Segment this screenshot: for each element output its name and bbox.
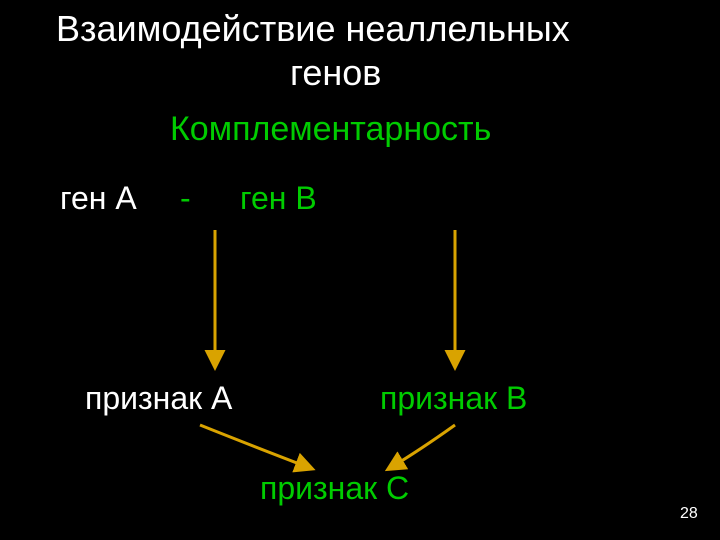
arrow-trait-a-to-trait-c	[200, 425, 310, 468]
gene-b-label: ген В	[240, 180, 317, 217]
gene-a-dash: -	[180, 180, 191, 217]
page-number: 28	[680, 505, 698, 523]
subtitle: Комплементарность	[170, 110, 491, 149]
title-line1: Взаимодействие неаллельных	[56, 8, 570, 50]
gene-a-label: ген А	[60, 180, 137, 217]
title-line2: генов	[290, 52, 381, 94]
trait-c-label: признак С	[260, 470, 409, 507]
slide: Взаимодействие неаллельных генов Комплем…	[0, 0, 720, 540]
trait-a-label: признак А	[85, 380, 232, 417]
trait-b-label: признак В	[380, 380, 527, 417]
arrow-trait-b-to-trait-c	[390, 425, 455, 468]
